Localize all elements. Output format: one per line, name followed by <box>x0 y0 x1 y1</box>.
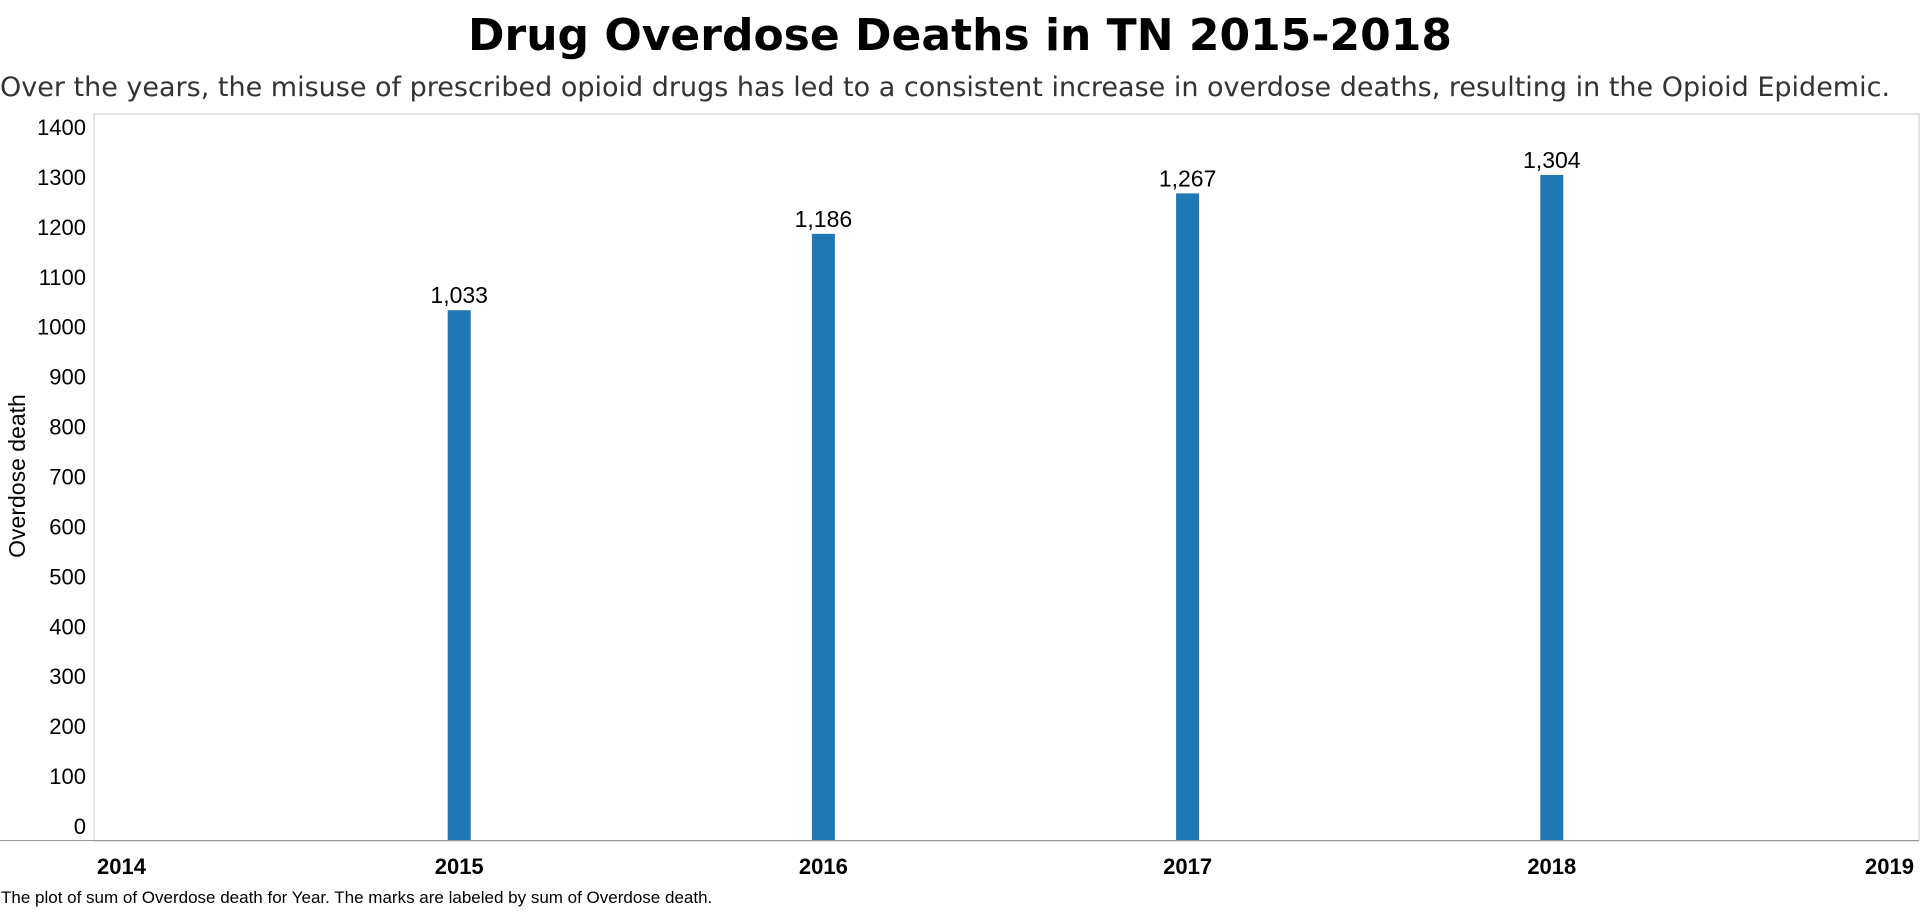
x-axis: 2014 2015 2016 2017 2018 2019 <box>97 854 1914 879</box>
x-tick-label: 2018 <box>1527 854 1576 879</box>
x-tick-label: 2017 <box>1163 854 1212 879</box>
bar-value-label: 1,186 <box>795 206 853 232</box>
y-tick-label: 900 <box>49 365 86 390</box>
y-tick-label: 1300 <box>37 165 86 190</box>
bar-value-label: 1,304 <box>1523 147 1581 173</box>
y-axis: 0 100 200 300 400 500 600 700 800 900 1000 1100 1200… <box>37 115 86 839</box>
bar <box>1540 174 1564 841</box>
y-tick-label: 300 <box>49 664 86 689</box>
y-axis-title-group: Overdose death <box>4 394 30 558</box>
x-tick-label: 2015 <box>435 854 484 879</box>
chart-title: Drug Overdose Deaths in TN 2015-2018 <box>467 10 1453 61</box>
y-tick-label: 600 <box>49 514 86 539</box>
y-tick-label: 1000 <box>37 315 86 340</box>
data-labels: 1,033 1,186 1,267 1,304 <box>430 147 1580 308</box>
bar <box>811 233 835 840</box>
y-tick-label: 1400 <box>37 115 86 140</box>
y-tick-label: 700 <box>49 465 86 490</box>
x-tick-label: 2014 <box>97 854 147 879</box>
bar-value-label: 1,033 <box>430 282 488 308</box>
chart-caption: The plot of sum of Overdose death for Ye… <box>1 888 713 907</box>
bar <box>1176 193 1200 840</box>
y-tick-label: 200 <box>49 714 86 739</box>
y-tick-label: 1100 <box>39 265 86 290</box>
plot-area-frame <box>93 113 1920 842</box>
y-tick-label: 500 <box>49 564 86 589</box>
x-tick-label: 2016 <box>799 854 848 879</box>
chart-subtitle: Over the years, the misuse of prescribed… <box>0 72 1891 103</box>
y-tick-label: 100 <box>49 764 86 789</box>
bar-value-label: 1,267 <box>1159 165 1217 191</box>
y-tick-label: 400 <box>49 614 86 639</box>
y-tick-label: 800 <box>49 415 86 440</box>
bar-series <box>447 174 1564 841</box>
x-tick-label: 2019 <box>1865 854 1914 879</box>
y-tick-label: 1200 <box>37 215 86 240</box>
y-axis-title: Overdose death <box>4 394 30 558</box>
y-tick-label: 0 <box>74 814 86 839</box>
bar <box>447 310 471 840</box>
